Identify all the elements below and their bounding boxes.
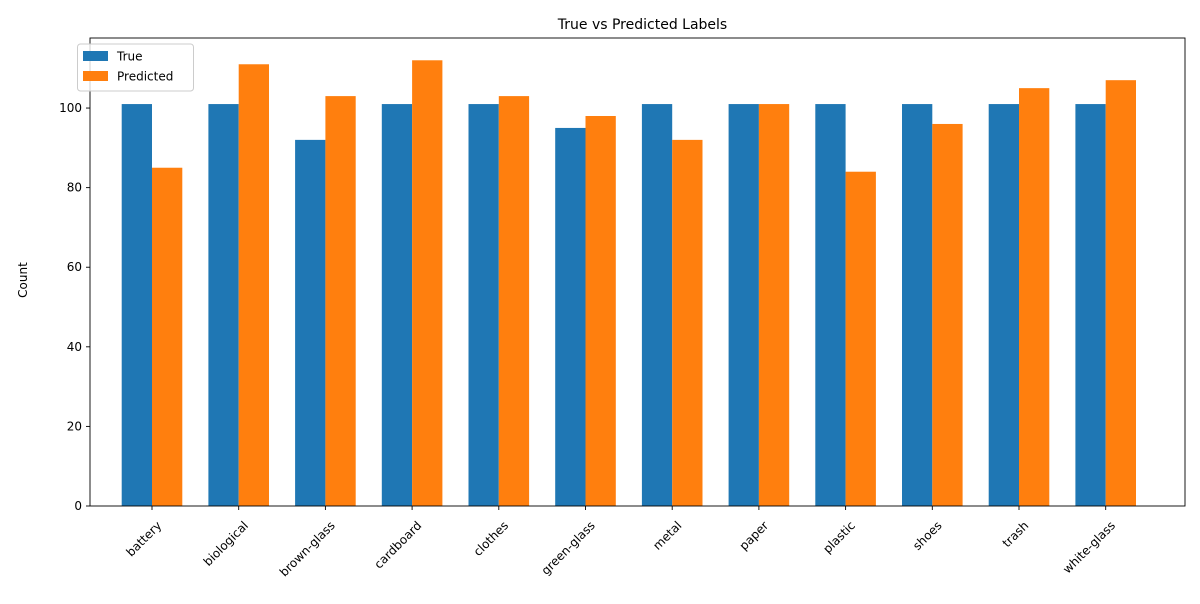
bar-true-green-glass [555, 127, 586, 506]
x-tick-label: shoes [910, 518, 945, 553]
bar-true-cardboard [381, 104, 413, 507]
x-tick-label: biological [201, 518, 251, 568]
bar-predicted-biological [238, 64, 269, 506]
bar-predicted-white-glass [1105, 80, 1136, 507]
x-tick-label: cardboard [371, 518, 424, 571]
bar-predicted-battery [152, 167, 183, 507]
bar-predicted-cardboard [412, 60, 443, 507]
x-tick-label: brown-glass [277, 518, 338, 579]
y-tick-label: 0 [74, 499, 82, 513]
y-tick-label: 80 [67, 181, 82, 195]
bar-true-biological [208, 104, 239, 507]
bar-predicted-trash [1019, 88, 1050, 507]
bar-true-battery [121, 104, 152, 507]
bar-true-plastic [815, 104, 846, 507]
bar-predicted-paper [758, 104, 790, 507]
bar-predicted-shoes [932, 123, 963, 507]
bar-true-white-glass [1075, 104, 1106, 507]
bar-predicted-clothes [498, 96, 530, 506]
y-axis-ticks: 0 20 40 60 80 100 [59, 101, 90, 513]
x-tick-label: metal [650, 518, 684, 552]
x-tick-label: battery [123, 518, 164, 559]
legend-label-true: True [116, 50, 143, 64]
bars-group [121, 60, 1136, 507]
x-tick-label: plastic [820, 518, 858, 556]
bar-predicted-plastic [845, 171, 876, 506]
chart-title: True vs Predicted Labels [557, 17, 727, 33]
bar-true-brown-glass [295, 139, 326, 506]
y-tick-label: 20 [67, 419, 82, 433]
legend-swatch-predicted [83, 71, 108, 81]
x-tick-label: paper [737, 518, 772, 553]
x-axis-ticks: battery biological brown-glass cardboard clo… [123, 506, 1118, 579]
bar-true-clothes [468, 104, 499, 507]
bar-true-shoes [902, 104, 933, 507]
y-tick-label: 40 [67, 340, 82, 354]
bar-true-metal [641, 104, 673, 507]
x-tick-label: green-glass [539, 518, 598, 577]
y-tick-label: 100 [59, 101, 82, 115]
bar-predicted-metal [672, 139, 703, 506]
legend-label-predicted: Predicted [117, 70, 173, 84]
bar-true-trash [988, 104, 1019, 507]
x-tick-label: white-glass [1060, 518, 1118, 576]
x-tick-label: clothes [471, 518, 511, 558]
y-axis-label: Count [16, 262, 30, 298]
legend-swatch-true [83, 51, 108, 61]
bar-true-paper [728, 104, 759, 507]
legend: True Predicted [77, 43, 194, 92]
bar-predicted-green-glass [585, 116, 616, 506]
y-tick-label: 60 [67, 260, 82, 274]
bar-predicted-brown-glass [325, 96, 356, 506]
plot-frame [89, 37, 1186, 507]
x-tick-label: trash [1000, 518, 1032, 550]
